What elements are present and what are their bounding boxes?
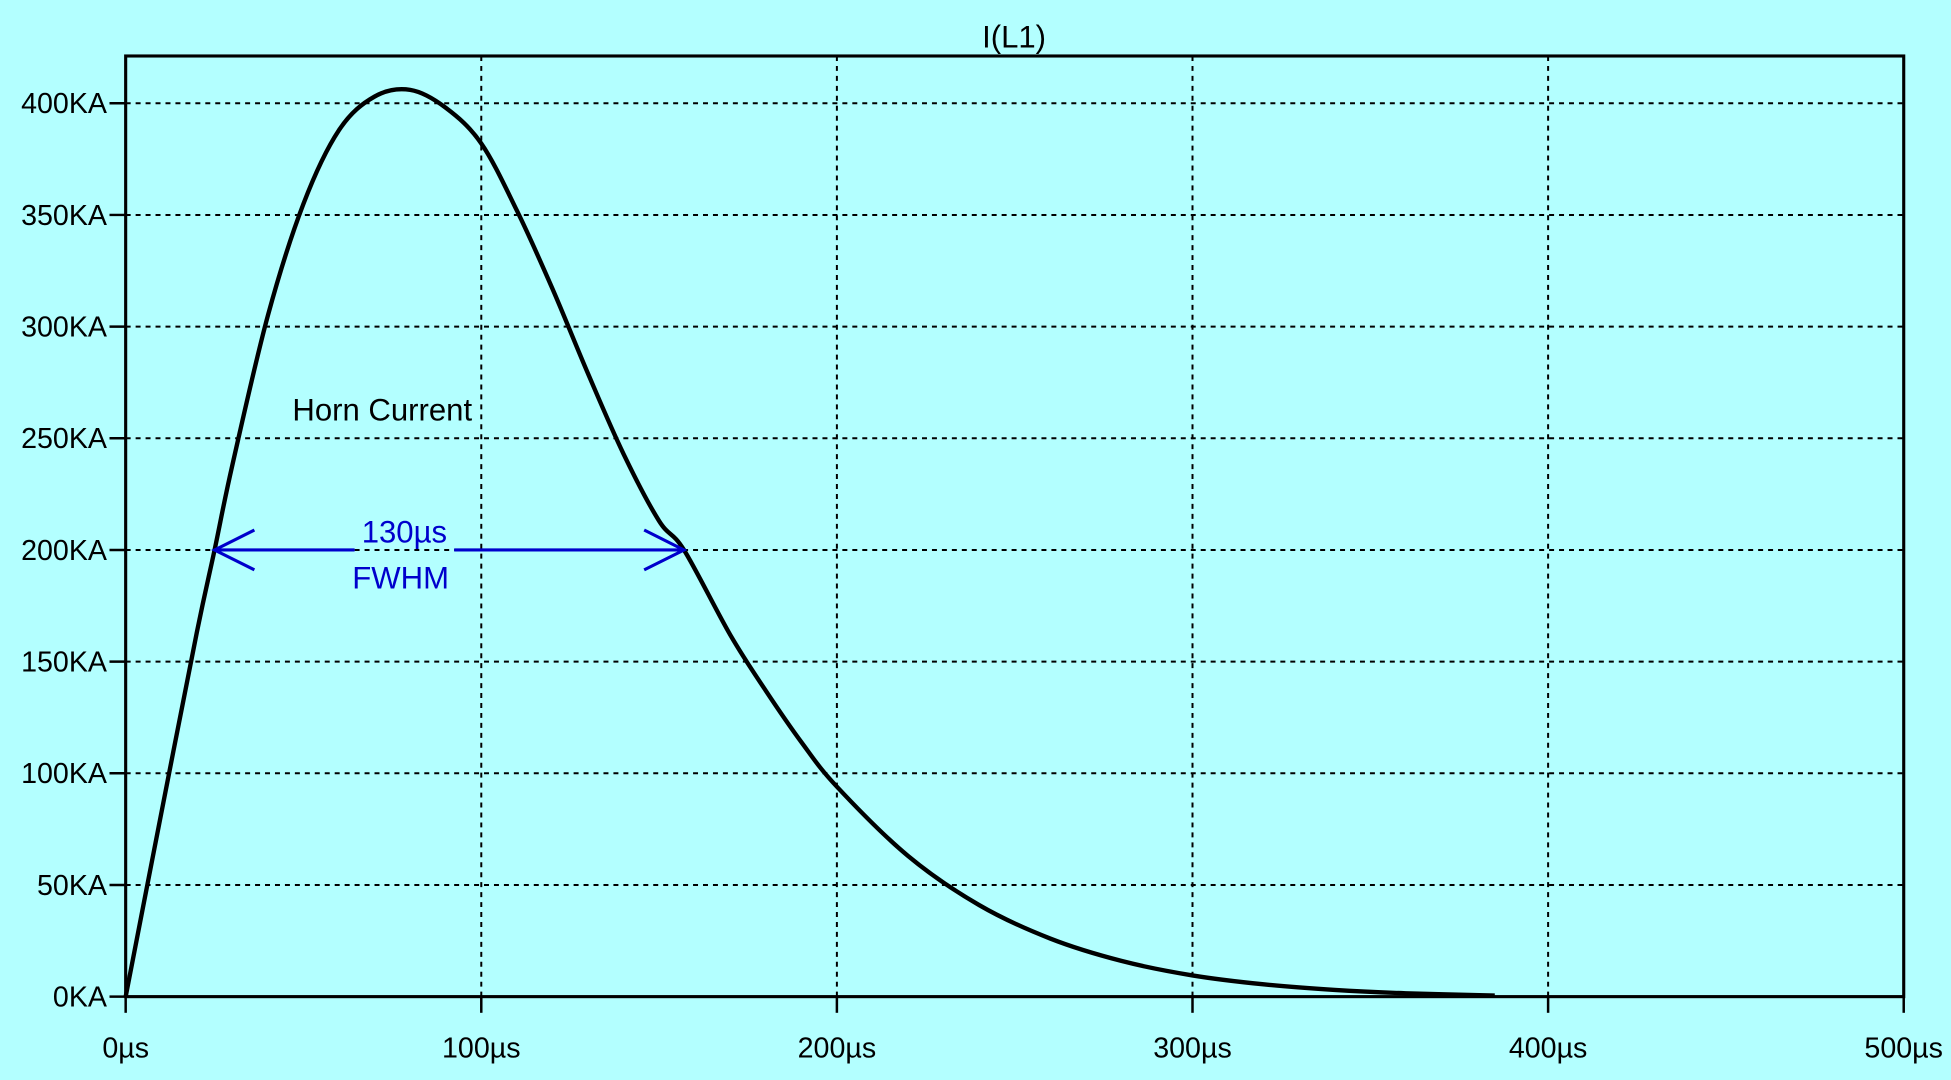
y-tick-label: 350KA [21, 200, 108, 232]
y-tick-label: 50KA [37, 870, 108, 902]
series-line-horn-current [123, 87, 1495, 998]
plot-frame [124, 54, 1906, 999]
x-tick-label: 100µs [442, 1033, 521, 1065]
x-tick-label: 400µs [1509, 1033, 1588, 1065]
fwhm-value: 130µs [362, 514, 447, 549]
arrow-right-icon [643, 528, 688, 572]
chart-title: I(L1) [982, 19, 1046, 54]
y-tick-label: 100KA [21, 758, 108, 790]
x-tick-label: 300µs [1153, 1033, 1232, 1065]
axis-ticks: 0KA 50KA 100KA 150KA 200KA 250KA 300KA 350KA 400… [21, 88, 1943, 1064]
grid-lines [125, 55, 1904, 997]
fwhm-arrow [211, 528, 688, 572]
annotation-horn-current: Horn Current [292, 393, 472, 428]
y-tick-label: 400KA [21, 88, 108, 120]
x-tick-label: 200µs [798, 1033, 877, 1065]
x-tick-label: 0µs [102, 1033, 149, 1065]
y-tick-label: 250KA [21, 423, 108, 455]
y-tick-label: 200KA [21, 535, 108, 567]
y-tick-label: 0KA [53, 982, 108, 1014]
y-tick-label: 300KA [21, 312, 108, 344]
x-tick-label: 500µs [1864, 1033, 1943, 1065]
arrow-left-icon [211, 528, 256, 572]
fwhm-label: FWHM [352, 561, 449, 596]
y-tick-label: 150KA [21, 647, 108, 679]
